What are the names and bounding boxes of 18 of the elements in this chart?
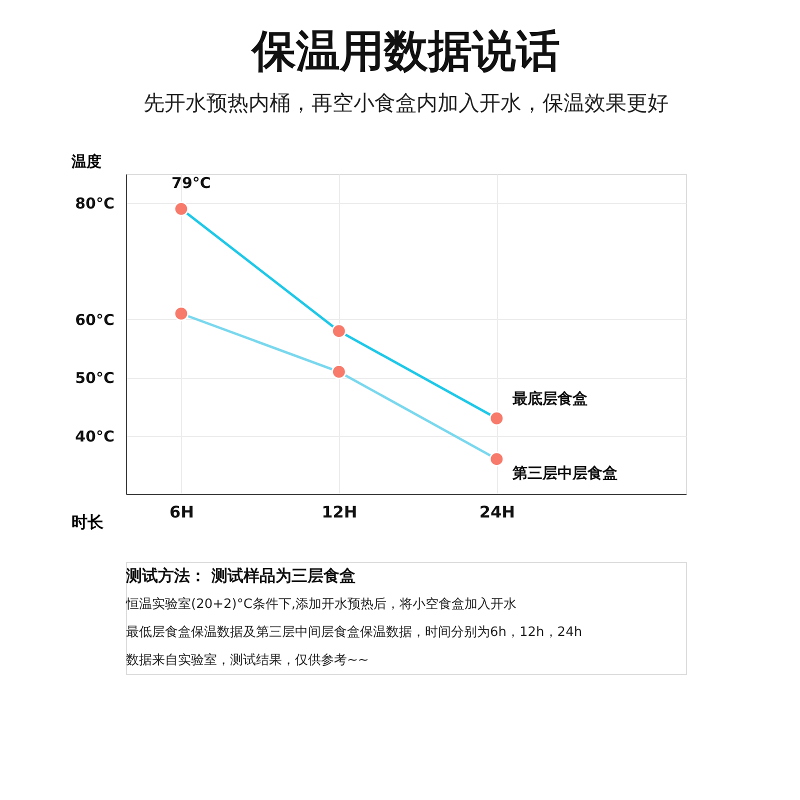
y-axis-title: 温度 bbox=[70, 152, 102, 170]
x-tick-label: 24H bbox=[479, 502, 516, 522]
y-tick-label: 60°C bbox=[75, 310, 114, 329]
annotation: 79°C bbox=[172, 174, 211, 192]
text: 数据来自实验室，测试结果，仅供参考~~ bbox=[126, 652, 369, 668]
y-tick-label: 50°C bbox=[75, 369, 114, 388]
x-tick-label: 12H bbox=[322, 502, 358, 522]
x-axis-title: 时长 bbox=[72, 512, 104, 532]
text: 最低层食盒保温数据及第三层中间层食盒保温数据，时间分别为6h，12h，24h bbox=[126, 625, 582, 640]
series-label: 最底层食盒 bbox=[512, 389, 588, 408]
y-tick-label: 40°C bbox=[75, 427, 114, 446]
y-tick-label: 80°C bbox=[75, 194, 114, 213]
chart-title: 保温用数据说话 bbox=[250, 26, 560, 77]
chart-subtitle: 先开水预热内桶，再空小食盒内加入开水，保温效果更好 bbox=[144, 91, 668, 115]
series-label: 第三层中层食盒 bbox=[512, 464, 618, 482]
text: 测试方法： 测试样品为三层食盒 bbox=[125, 566, 356, 585]
x-tick-label: 6H bbox=[169, 502, 194, 522]
text: 恒温实验室(20+2)°C条件下,添加开水预热后，将小空食盒加入开水 bbox=[125, 596, 517, 612]
